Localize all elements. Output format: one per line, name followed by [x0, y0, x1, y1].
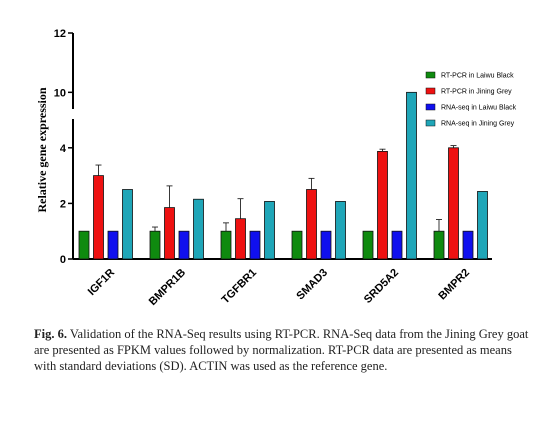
bar [335, 201, 346, 260]
y-tick-label: 10 [54, 87, 66, 99]
figure-caption: Fig. 6. Validation of the RNA-Seq result… [34, 326, 534, 374]
y-tick-label: 12 [54, 28, 66, 40]
bar-chart: Relative gene expression 0 2 4 10 12 IGF1R BM… [35, 28, 517, 308]
bar [291, 230, 303, 260]
bar [93, 175, 104, 260]
x-tick-label: TGFBR1 [220, 267, 260, 307]
bar [122, 189, 133, 260]
y-tick-label: 0 [60, 254, 66, 266]
bar [149, 230, 161, 260]
bar [433, 230, 445, 260]
bar [235, 218, 246, 260]
y-axis-title: Relative gene expression [35, 87, 49, 212]
bar [377, 151, 388, 260]
x-tick-label: SMAD3 [294, 267, 330, 303]
bar [249, 230, 261, 260]
error-bars [95, 145, 457, 232]
legend-label: RT-PCR in Laiwu Black [441, 73, 514, 80]
bar [220, 230, 232, 260]
bar [78, 230, 90, 260]
legend-label: RNA-seq in Jining Grey [441, 121, 515, 128]
x-tick-label: SRD5A2 [362, 267, 401, 306]
y-tick-label: 2 [60, 198, 66, 210]
bar [477, 191, 488, 260]
legend-label: RT-PCR in Jining Grey [441, 89, 512, 96]
bar [406, 91, 417, 260]
category-labels: IGF1R BMPR1B TGFBR1 SMAD3 SRD5A2 BMPR2 [86, 267, 472, 308]
x-tick-label: IGF1R [86, 267, 117, 298]
bar [178, 230, 190, 260]
legend-swatch [425, 71, 436, 79]
x-tick-label: BMPR2 [436, 267, 472, 303]
bars [78, 91, 488, 260]
bar [264, 201, 275, 260]
legend-swatch [425, 119, 436, 127]
legend-swatch [425, 87, 436, 95]
bar [306, 189, 317, 260]
bar [362, 230, 374, 260]
y-tick-label: 4 [60, 143, 67, 155]
legend-label: RNA-seq in Laiwu Black [441, 105, 517, 112]
bar [391, 230, 403, 260]
caption-label: Fig. 6. [34, 327, 67, 341]
bar [107, 230, 119, 260]
caption-text: Validation of the RNA-Seq results using … [34, 327, 529, 373]
legend-swatch [425, 103, 436, 111]
axes: 0 2 4 10 12 [54, 28, 492, 266]
bar [448, 147, 459, 260]
bar [462, 230, 474, 260]
x-tick-label: BMPR1B [147, 267, 188, 308]
bar [320, 230, 332, 260]
bar [193, 198, 204, 260]
legend: RT-PCR in Laiwu Black RT-PCR in Jining Gr… [425, 71, 517, 128]
bar [164, 207, 175, 260]
